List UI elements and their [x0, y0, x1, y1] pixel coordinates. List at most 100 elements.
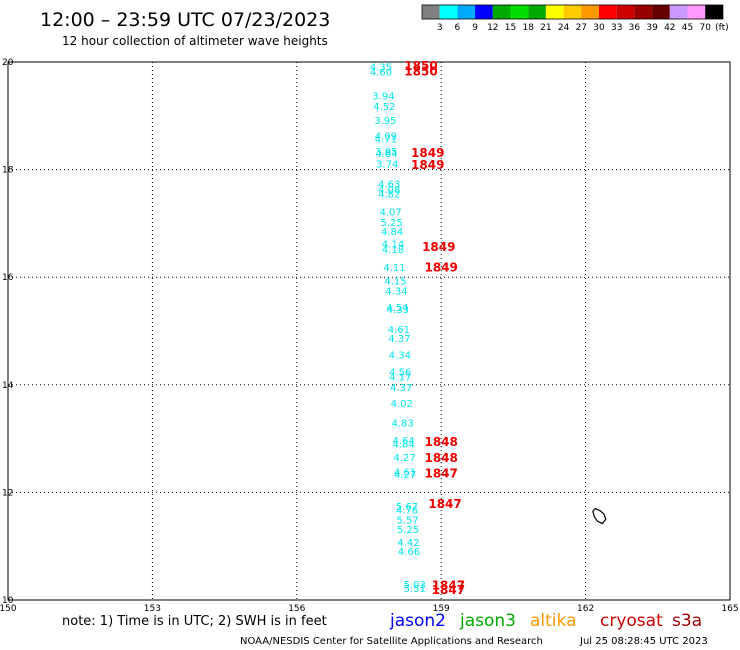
colorbar-swatch [599, 5, 617, 19]
satellite-s3a: s3a [672, 611, 702, 631]
time-label: 1849 [411, 158, 444, 172]
swh-point: 5.03 [404, 580, 426, 591]
colorbar-label: 6 [455, 23, 461, 33]
swh-point: 5.25 [397, 525, 419, 536]
colorbar-swatch [652, 5, 670, 19]
footer-timestamp: Jul 25 08:28:45 UTC 2023 [579, 636, 708, 647]
colorbar-label: 24 [558, 23, 570, 33]
colorbar-label: 30 [593, 23, 605, 33]
swh-point: 4.14 [382, 239, 404, 250]
footer-credit: NOAA/NESDIS Center for Satellite Applica… [240, 636, 543, 647]
colorbar-swatch [475, 5, 493, 19]
satellite-legend: jason2 jason3 altika cryosat s3a [389, 611, 702, 631]
swh-point: 3.95 [374, 116, 396, 127]
satellite-jason3: jason3 [459, 611, 516, 631]
swh-point: 4.56 [389, 367, 411, 378]
colorbar-label: 70 [699, 23, 711, 33]
y-tick-label: 14 [2, 381, 14, 391]
colorbar-swatch [545, 5, 564, 19]
colorbar-swatch [669, 5, 688, 19]
x-tick-label: 153 [144, 604, 161, 614]
swh-point: 4.27 [393, 453, 415, 464]
x-tick-label: 150 [0, 604, 17, 614]
colorbar-label: 18 [522, 23, 534, 33]
swh-point: 4.11 [383, 263, 405, 274]
swh-point: 4.63 [378, 180, 400, 191]
colorbar-border [421, 4, 724, 20]
colorbar-label: 12 [487, 23, 498, 33]
swh-point: 4.17 [389, 373, 411, 384]
time-series: 1850185018491849184918491848184818471847… [404, 59, 465, 597]
colorbar-label: 21 [540, 23, 551, 33]
colorbar-swatch [492, 5, 511, 19]
swh-point: 4.61 [394, 467, 416, 478]
satellite-cryosat: cryosat [600, 611, 663, 631]
swh-point: 5.57 [396, 515, 418, 526]
swh-point: 4.82 [378, 189, 400, 200]
swh-color-legend: 3 6 9 12 15 18 21 24 27 30 33 36 39 42 45 70 (ft) [421, 4, 729, 33]
colorbar-swatch [581, 5, 599, 19]
swh-point: 4.64 [393, 436, 415, 447]
time-label: 1848 [424, 435, 457, 449]
time-label: 1850 [404, 59, 437, 73]
y-tick-label: 12 [2, 488, 13, 498]
time-label: 1849 [424, 260, 457, 274]
swh-point: 4.27 [394, 470, 416, 481]
colorbar-label: 36 [629, 23, 641, 33]
colorbar-swatch [705, 5, 723, 19]
colorbar-swatch [422, 5, 440, 19]
colorbar-swatch [687, 5, 706, 19]
swh-point: 3.95 [375, 147, 397, 158]
time-label: 1847 [428, 497, 461, 511]
chart-subtitle: 12 hour collection of altimeter wave hei… [62, 34, 328, 48]
swh-point: 3.94 [372, 91, 394, 102]
time-label: 1849 [411, 146, 444, 160]
colorbar-swatch [439, 5, 458, 19]
time-label: 1848 [424, 451, 457, 465]
swh-point: 4.07 [380, 208, 402, 219]
island-outline [592, 507, 607, 525]
swh-point: 4.18 [382, 245, 404, 256]
x-tick-label: 162 [577, 604, 594, 614]
swh-point: 4.37 [388, 334, 410, 345]
colorbar-swatch [616, 5, 635, 19]
x-tick-label: 165 [721, 604, 738, 614]
y-tick-label: 18 [2, 166, 14, 176]
chart-title: 12:00 – 23:59 UTC 07/23/2023 [40, 9, 330, 31]
time-label: 1847 [432, 578, 465, 592]
x-tick-labels: 150 153 156 159 162 165 [0, 604, 739, 614]
swh-point: 4.33 [387, 305, 409, 316]
swh-point: 4.52 [373, 102, 395, 113]
colorbar-label: 9 [472, 23, 478, 33]
island-shape [592, 507, 607, 525]
swh-point: 4.35 [370, 62, 392, 73]
x-tick-label: 156 [288, 604, 305, 614]
swh-point: 4.42 [397, 538, 419, 549]
time-label: 1847 [424, 466, 457, 480]
colorbar-label: 3 [437, 23, 443, 33]
swh-point: 4.08 [378, 185, 400, 196]
swh-point: 4.02 [391, 399, 413, 410]
y-tick-label: 20 [2, 58, 14, 68]
plot-frame [7, 61, 731, 601]
colorbar-label: 15 [505, 23, 516, 33]
swh-point: 4.84 [393, 439, 415, 450]
colorbar-label: 42 [664, 23, 675, 33]
colorbar-label: 39 [646, 23, 658, 33]
swh-point: 5.51 [404, 584, 426, 595]
colorbar-label: 33 [611, 23, 622, 33]
swh-series: 4.354.603.944.523.954.094.713.954.643.74… [370, 62, 426, 595]
swh-point: 4.34 [385, 287, 407, 298]
swh-point: 4.34 [389, 351, 411, 362]
swh-point: 4.83 [392, 418, 414, 429]
swh-point: 5.67 [396, 502, 418, 513]
swh-point: 4.64 [375, 149, 397, 160]
swh-point: 4.66 [398, 547, 420, 558]
time-label: 1850 [404, 65, 437, 79]
x-tick-label: 159 [433, 604, 450, 614]
grid-lines [8, 62, 730, 600]
colorbar-swatch [528, 5, 546, 19]
colorbar-label: (ft) [715, 23, 729, 33]
satellite-altika: altika [530, 611, 577, 631]
